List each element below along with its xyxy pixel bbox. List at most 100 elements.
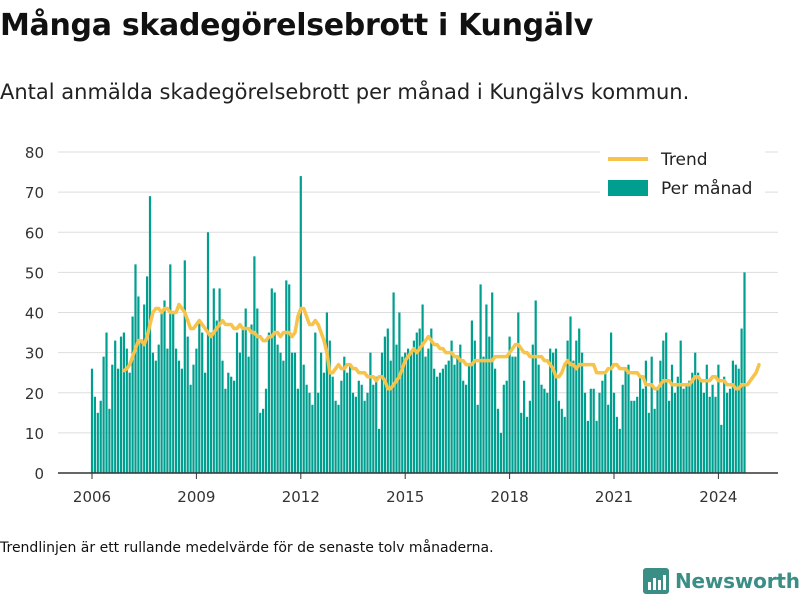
bar [731, 360, 734, 473]
bar [259, 412, 262, 473]
bar [444, 364, 447, 473]
chart-subtitle: Antal anmälda skadegörelsebrott per måna… [0, 80, 690, 104]
y-tick-label: 70 [25, 184, 44, 202]
bar [662, 340, 665, 473]
bar [160, 312, 163, 473]
bar [737, 368, 740, 473]
bar [317, 392, 320, 473]
bar [740, 328, 743, 473]
bar [340, 380, 343, 473]
bar [476, 404, 479, 473]
bar [169, 264, 172, 473]
bar [525, 416, 529, 473]
bar [264, 388, 268, 473]
bar [697, 372, 700, 473]
bar [705, 364, 708, 473]
bar [244, 308, 247, 473]
y-tick-label: 50 [25, 264, 44, 282]
bar [670, 364, 674, 473]
bar [554, 348, 558, 473]
bar [467, 364, 471, 473]
brand-name: Newsworthy [675, 569, 800, 593]
bar [369, 352, 372, 474]
bar [624, 368, 627, 473]
bar [415, 332, 418, 473]
bar [235, 332, 239, 473]
y-tick-label: 60 [25, 224, 44, 242]
bar [615, 416, 618, 473]
y-tick-label: 10 [25, 425, 44, 443]
bar [633, 400, 636, 473]
bar [485, 304, 488, 473]
bar [647, 412, 650, 473]
bar [447, 360, 450, 473]
brand: Newsworthy [643, 568, 800, 594]
bar [720, 424, 723, 473]
bar [575, 340, 578, 473]
x-tick-label: 2012 [282, 488, 320, 506]
bar [589, 388, 592, 473]
bar [659, 360, 662, 473]
bar [311, 404, 314, 473]
bar-chart-logo-icon [643, 568, 669, 594]
bar [583, 392, 587, 473]
bar [598, 392, 601, 473]
bar [99, 400, 102, 473]
bar [119, 336, 123, 473]
bar [148, 196, 152, 473]
bar [346, 372, 349, 473]
bar [717, 364, 720, 473]
bar [409, 352, 413, 474]
bar [308, 392, 311, 473]
bar [592, 388, 595, 473]
bar [204, 372, 207, 473]
trend-series [122, 302, 761, 391]
bar [363, 400, 366, 473]
bar [540, 384, 543, 473]
bar [436, 376, 439, 473]
bar [128, 372, 131, 473]
bar [665, 332, 668, 473]
bar [612, 392, 616, 473]
legend-bar-label: Per månad [661, 178, 752, 199]
bar [221, 360, 224, 473]
bar [685, 384, 688, 473]
y-tick-label: 30 [25, 345, 44, 363]
bar [125, 348, 128, 473]
bar [636, 396, 639, 473]
bar [656, 388, 659, 473]
bar [195, 348, 198, 473]
legend-bar-swatch [608, 180, 648, 196]
bar [154, 360, 157, 473]
bar [691, 372, 694, 473]
bar [694, 352, 697, 474]
bar [430, 328, 433, 473]
bar [296, 388, 299, 473]
x-tick-label: 2009 [177, 488, 215, 506]
bar [473, 340, 476, 473]
bar [702, 392, 705, 473]
bar [293, 352, 297, 474]
bar [433, 368, 436, 473]
bar [189, 384, 192, 473]
bar [520, 412, 523, 473]
bar [610, 332, 613, 473]
y-tick-label: 20 [25, 385, 44, 403]
bar [412, 340, 415, 473]
bar [163, 300, 166, 473]
x-axis-ticks: 2006 2009 2012 2015 2018 2021 2024 [73, 473, 737, 506]
bar [233, 380, 236, 473]
bar [186, 336, 189, 473]
bar [453, 364, 456, 473]
bar [215, 320, 218, 473]
bar [366, 392, 369, 473]
bar [108, 408, 111, 473]
bar [285, 280, 288, 473]
bar [299, 176, 302, 473]
bar [354, 396, 357, 473]
bar [743, 272, 746, 474]
bar [581, 352, 584, 474]
bar [360, 384, 363, 473]
bar [505, 380, 508, 473]
bar [105, 332, 108, 473]
